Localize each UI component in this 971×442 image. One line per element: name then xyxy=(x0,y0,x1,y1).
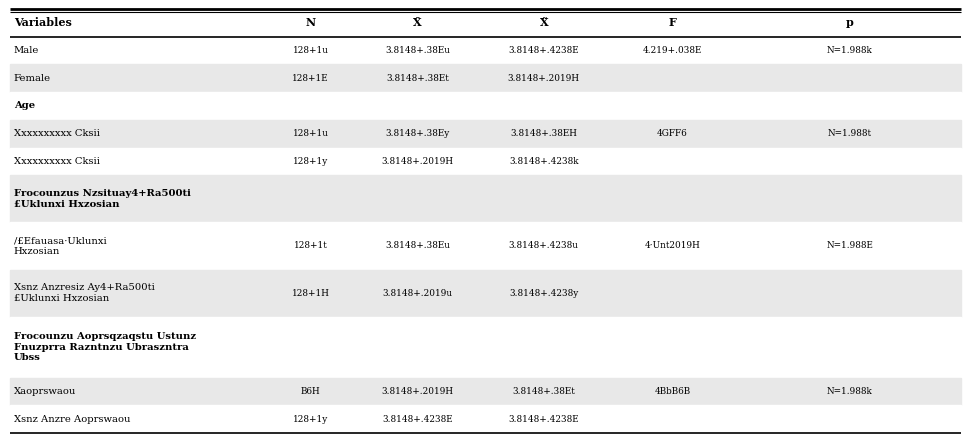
Text: 3.8148+.2019H: 3.8148+.2019H xyxy=(382,387,453,396)
Text: 3.8148+.2019H: 3.8148+.2019H xyxy=(508,74,580,83)
Text: /£Efauasa·Uklunxi
Hxzosian: /£Efauasa·Uklunxi Hxzosian xyxy=(14,236,107,255)
Text: 3.8148+.38Eu: 3.8148+.38Eu xyxy=(385,46,450,55)
Text: 4·Unt2019H: 4·Unt2019H xyxy=(645,241,700,251)
Bar xyxy=(10,9,961,37)
Bar xyxy=(10,37,961,64)
Text: 128+1u: 128+1u xyxy=(292,46,329,55)
Text: 3.8148+.4238y: 3.8148+.4238y xyxy=(509,289,579,297)
Text: N=1.988t: N=1.988t xyxy=(827,129,872,138)
Text: Xaoprswaou: Xaoprswaou xyxy=(14,387,76,396)
Bar xyxy=(10,270,961,316)
Text: Frocounzus Nzsituay4+Ra500ti
£Uklunxi Hxzosian: Frocounzus Nzsituay4+Ra500ti £Uklunxi Hx… xyxy=(14,189,190,209)
Text: N=1.988k: N=1.988k xyxy=(826,46,873,55)
Text: 3.8148+.38EH: 3.8148+.38EH xyxy=(510,129,578,138)
Bar xyxy=(10,316,961,378)
Bar xyxy=(10,222,961,270)
Bar xyxy=(10,92,961,120)
Text: Male: Male xyxy=(14,46,39,55)
Text: Variables: Variables xyxy=(14,17,72,28)
Text: 128+1E: 128+1E xyxy=(292,74,329,83)
Text: 3.8148+.2019H: 3.8148+.2019H xyxy=(382,157,453,166)
Text: 3.8148+.4238u: 3.8148+.4238u xyxy=(509,241,579,251)
Text: 3.8148+.4238E: 3.8148+.4238E xyxy=(509,46,579,55)
Text: Xsnz Anzresiz Ay4+Ra500ti
£Uklunxi Hxzosian: Xsnz Anzresiz Ay4+Ra500ti £Uklunxi Hxzos… xyxy=(14,283,154,303)
Bar xyxy=(10,64,961,92)
Text: Xxxxxxxxxx Cksii: Xxxxxxxxxx Cksii xyxy=(14,157,100,166)
Bar xyxy=(10,120,961,148)
Text: B6H: B6H xyxy=(301,387,320,396)
Text: 3.8148+.38Et: 3.8148+.38Et xyxy=(513,387,575,396)
Text: 128+1H: 128+1H xyxy=(291,289,330,297)
Text: 3.8148+.38Et: 3.8148+.38Et xyxy=(386,74,449,83)
Text: Xxxxxxxxxx Cksii: Xxxxxxxxxx Cksii xyxy=(14,129,100,138)
Text: 4BbB6B: 4BbB6B xyxy=(654,387,690,396)
Text: X̄: X̄ xyxy=(414,17,421,28)
Text: 3.8148+.4238E: 3.8148+.4238E xyxy=(383,415,452,424)
Text: 3.8148+.4238E: 3.8148+.4238E xyxy=(509,415,579,424)
Text: 3.8148+.38Eu: 3.8148+.38Eu xyxy=(385,241,450,251)
Text: 3.8148+.38Ey: 3.8148+.38Ey xyxy=(385,129,450,138)
Text: 128+1u: 128+1u xyxy=(292,129,329,138)
Text: Frocounzu Aoprsqzaqstu Ustunz
Fnuzprra Razntnzu Ubraszntra
Ubss: Frocounzu Aoprsqzaqstu Ustunz Fnuzprra R… xyxy=(14,332,196,362)
Text: 3.8148+.2019u: 3.8148+.2019u xyxy=(383,289,452,297)
Text: N=1.988E: N=1.988E xyxy=(826,241,873,251)
Text: N: N xyxy=(306,17,316,28)
Bar xyxy=(10,378,961,405)
Text: 4GFF6: 4GFF6 xyxy=(657,129,687,138)
Text: 128+1t: 128+1t xyxy=(294,241,327,251)
Text: Xsnz Anzre Aoprswaou: Xsnz Anzre Aoprswaou xyxy=(14,415,130,424)
Bar xyxy=(10,148,961,175)
Bar xyxy=(10,175,961,222)
Text: Age: Age xyxy=(14,101,35,110)
Text: 128+1y: 128+1y xyxy=(293,157,328,166)
Bar xyxy=(10,405,961,433)
Text: 128+1y: 128+1y xyxy=(293,415,328,424)
Text: N=1.988k: N=1.988k xyxy=(826,387,873,396)
Text: F: F xyxy=(668,17,677,28)
Text: Female: Female xyxy=(14,74,50,83)
Text: X̃: X̃ xyxy=(540,17,548,28)
Text: 4.219+.038E: 4.219+.038E xyxy=(643,46,702,55)
Text: 3.8148+.4238k: 3.8148+.4238k xyxy=(509,157,579,166)
Text: p: p xyxy=(846,17,854,28)
